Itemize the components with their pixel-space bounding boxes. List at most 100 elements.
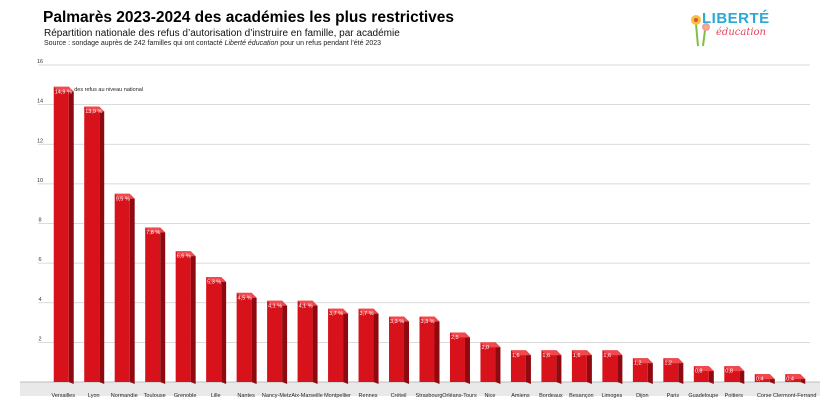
bar-side [434, 316, 440, 384]
bar-top [175, 251, 196, 257]
bar-side [556, 350, 562, 384]
bar-top [480, 342, 501, 348]
bar-side [404, 316, 410, 384]
bar-side [312, 300, 318, 384]
x-tick-label: Nancy-Metz [262, 393, 292, 399]
bar-group: 14,9 % [53, 86, 74, 384]
chart-subtitle: Répartition nationale des refus d’autori… [44, 28, 400, 39]
bar-group: 1,6 [602, 350, 623, 384]
bar [175, 251, 191, 382]
bar-top [114, 193, 135, 199]
data-label: 13,9 % [85, 109, 102, 115]
bar-top [84, 106, 105, 112]
data-label: 2,5 [451, 335, 459, 341]
bar-top [541, 350, 562, 356]
bar-top [602, 350, 623, 356]
bar [358, 308, 374, 382]
bar [206, 276, 222, 382]
bar [571, 350, 587, 382]
bar-top [206, 276, 227, 282]
x-tick-label: Nice [484, 393, 495, 399]
bar-side [495, 342, 501, 384]
bar [84, 106, 100, 382]
bar [602, 350, 618, 382]
chart-floor [20, 382, 820, 396]
bar-side [373, 308, 379, 384]
bar-top [632, 358, 653, 364]
data-label: 6,6 % [177, 254, 191, 260]
data-label: 1,6 [542, 353, 550, 359]
bar [328, 308, 344, 382]
bar-group: 1,2 [663, 358, 684, 384]
bar-group: 0,4 [754, 374, 775, 384]
bar-group: 3,3 % [419, 316, 440, 384]
bar-side [586, 350, 592, 384]
bar-side [129, 193, 135, 384]
bar-group: 4,1 % [297, 300, 318, 384]
bar-group: 1,6 [510, 350, 531, 384]
bar-side [160, 227, 166, 384]
source-emphasis: Liberté éducation [224, 40, 279, 47]
bar-side [221, 276, 227, 384]
bar-group: 7,8 % [145, 227, 166, 384]
bar-side [617, 350, 623, 384]
x-tick-label: Lille [211, 393, 221, 399]
y-tick-label: 16 [37, 59, 43, 65]
y-tick-label: 12 [37, 138, 43, 144]
x-tick-label: Lyon [88, 393, 100, 399]
x-tick-label: Versailles [51, 393, 75, 399]
x-tick-label: Aix-Marseille [291, 393, 322, 399]
bar-top [419, 316, 440, 322]
x-tick-label: Limoges [601, 393, 622, 399]
logo-tagline: éducation [716, 27, 766, 38]
bar [389, 316, 405, 382]
bar-top [267, 300, 288, 306]
data-label: 4,1 % [299, 303, 313, 309]
data-label: 0,8 [725, 369, 733, 375]
bar-top [297, 300, 318, 306]
bar-group: 3,7 % [328, 308, 349, 384]
y-tick-label: 2 [38, 336, 41, 342]
data-label: 4,5 % [238, 295, 252, 301]
bar-side [282, 300, 288, 384]
bar [297, 300, 313, 382]
bar [541, 350, 557, 382]
bar-side [99, 106, 105, 384]
bar-top [785, 374, 806, 380]
bar-top [145, 227, 166, 233]
chart-source: Source : sondage auprès de 242 familles … [44, 40, 381, 47]
x-tick-label: Poitiers [725, 393, 744, 399]
data-label: 3,7 % [360, 311, 374, 317]
y-tick-label: 4 [38, 297, 41, 303]
data-label: 1,6 [573, 353, 581, 359]
data-label: 0,4 [756, 377, 764, 383]
x-tick-label: Clermont-Ferrand [773, 393, 816, 399]
bar-top [236, 292, 257, 298]
x-tick-label: Grenoble [174, 393, 197, 399]
bar-group: 3,3 % [389, 316, 410, 384]
source-prefix: Source : sondage auprès de 242 familles … [44, 40, 225, 47]
bar-top [358, 308, 379, 314]
data-label: 0,8 [695, 369, 703, 375]
bar-group: 0,4 [785, 374, 806, 384]
bar [419, 316, 435, 382]
bar [267, 300, 283, 382]
x-tick-label: Paris [667, 393, 680, 399]
bar [632, 358, 648, 382]
bar-group: 13,9 % [84, 106, 105, 384]
chart-annotation: des refus au niveau national [74, 87, 143, 93]
bar-top [389, 316, 410, 322]
bar [145, 227, 161, 382]
bar [480, 342, 496, 382]
bar-group: 3,7 % [358, 308, 379, 384]
bar [663, 358, 679, 382]
bar-side [190, 251, 196, 384]
flower-icon [691, 15, 710, 47]
x-tick-label: Montpellier [324, 393, 351, 399]
x-tick-label: Toulouse [144, 393, 166, 399]
bar [114, 193, 130, 382]
liberte-education-logo: LIBERTÉ éducation [688, 10, 778, 48]
chart-title: Palmarès 2023-2024 des académies les plu… [43, 9, 455, 26]
x-tick-label: Normandie [111, 393, 138, 399]
x-tick-label: Strasbourg [416, 393, 443, 399]
